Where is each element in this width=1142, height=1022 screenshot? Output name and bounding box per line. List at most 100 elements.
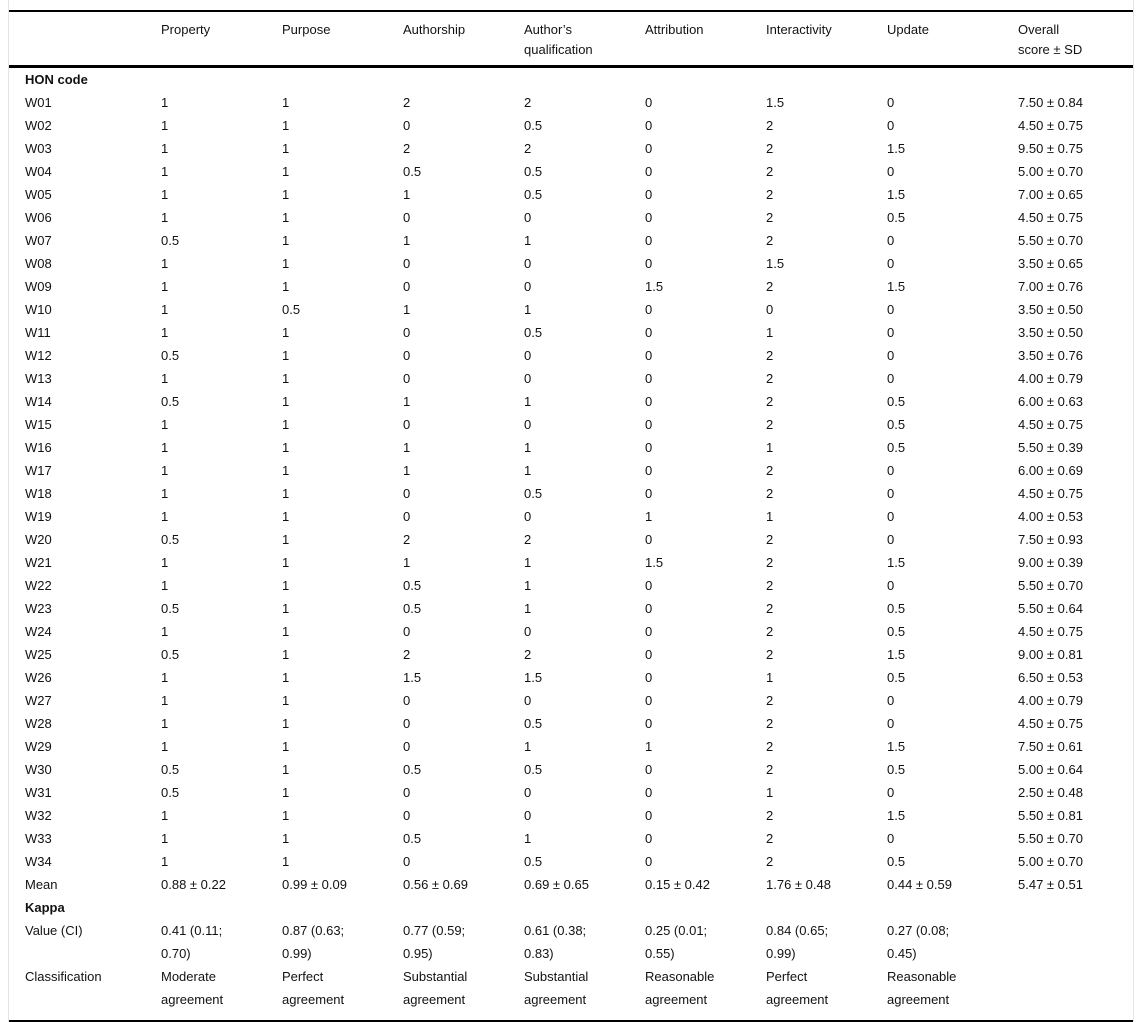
table-cell: 5.50 ± 0.70 [1018,233,1083,248]
table-cell: 1 [282,141,290,156]
row-label: W01 [25,95,52,110]
table-cell: 1 [161,463,169,478]
table-cell: 0 [645,187,653,202]
table-cell: 2 [766,716,774,731]
hon-code-evaluation-table: Property Purpose Authorship Author’s qualif… [9,10,1133,1022]
table-cell: 1 [524,555,532,570]
table-cell: Perfect agreement [282,969,345,1007]
table-cell: 0.5 [887,394,906,409]
table-cell: 1 [524,831,532,846]
table-cell: 1 [524,440,532,455]
table-cell: 1 [282,164,290,179]
table-cell: 0 [887,831,895,846]
table-cell: 1 [282,256,290,271]
table-cell: 0 [524,279,532,294]
table-cell: 1 [161,279,169,294]
table-cell: 1 [282,210,290,225]
table-cell: 2 [766,233,774,248]
table-cell: 1 [161,854,169,869]
table-cell: 1 [282,808,290,823]
table-cell: 0 [645,532,653,547]
table-cell: 2 [766,854,774,869]
row-label: W28 [25,716,52,731]
section-title: Kappa [25,900,65,915]
table-cell: 2 [766,624,774,639]
row-label: W04 [25,164,52,179]
row-label: Mean [25,877,58,892]
table-cell: 0.87 (0.63; 0.99) [282,923,345,961]
table-cell: 0.5 [161,394,180,409]
table-cell: 0.5 [524,762,543,777]
table-cell: 0 [403,739,411,754]
table-cell: 0 [403,256,411,271]
section-header-row: Kappa [9,896,1133,919]
table-cell: 0.5 [524,854,543,869]
table-row: W15 1 1 0 0 0 2 0.5 4.50 ± 0.75 [9,413,1133,436]
table-cell: 1 [282,486,290,501]
table-cell: 0 [524,256,532,271]
table-cell: 0 [887,95,895,110]
table-cell: 0.27 (0.08; 0.45) [887,923,950,961]
table-row: W01 1 1 2 2 0 1.5 0 7.50 ± 0.84 [9,91,1133,114]
table-cell: 0 [887,578,895,593]
table-cell: 0 [645,624,653,639]
table-row: W16 1 1 1 1 0 1 0.5 5.50 ± 0.39 [9,436,1133,459]
table-cell: 0 [645,785,653,800]
table-cell: 1 [403,187,411,202]
row-label: W07 [25,233,52,248]
table-cell: 5.47 ± 0.51 [1018,877,1083,892]
table-cell: 7.50 ± 0.84 [1018,95,1083,110]
table-cell: 1 [161,141,169,156]
table-cell: 2 [403,95,411,110]
table-cell: 1 [282,716,290,731]
table-cell: 5.50 ± 0.39 [1018,440,1083,455]
table-cell: 0 [645,325,653,340]
row-label: W30 [25,762,52,777]
row-label: W25 [25,647,52,662]
table-row: W14 0.5 1 1 1 0 2 0.5 6.00 ± 0.63 [9,390,1133,413]
table-cell: 0 [645,394,653,409]
row-label: W32 [25,808,52,823]
table-row: W05 1 1 1 0.5 0 2 1.5 7.00 ± 0.65 [9,183,1133,206]
table-cell: 0.5 [887,601,906,616]
table-cell: 1 [524,302,532,317]
table-cell: 0 [645,670,653,685]
table-cell: 0 [887,532,895,547]
table-cell: 1 [161,693,169,708]
table-cell: 1.5 [887,647,906,662]
table-cell: 1 [282,762,290,777]
row-label: W21 [25,555,52,570]
table-cell: 7.00 ± 0.65 [1018,187,1083,202]
table-cell: 0.5 [524,716,543,731]
row-label: W10 [25,302,52,317]
section-title: HON code [25,72,88,87]
table-cell: 4.50 ± 0.75 [1018,118,1083,133]
table-cell: 1 [282,371,290,386]
table-cell: 2 [766,279,774,294]
table-cell: 1.5 [766,95,785,110]
table-cell: 0 [403,371,411,386]
table-cell: 2 [766,210,774,225]
table-row: W17 1 1 1 1 0 2 0 6.00 ± 0.69 [9,459,1133,482]
table-cell: 1 [282,647,290,662]
row-label: W31 [25,785,52,800]
table-row: W25 0.5 1 2 2 0 2 1.5 9.00 ± 0.81 [9,643,1133,666]
table-cell: 1 [282,555,290,570]
table-row: W12 0.5 1 0 0 0 2 0 3.50 ± 0.76 [9,344,1133,367]
table-cell: 1 [161,739,169,754]
table-cell: 0.69 ± 0.65 [524,877,589,892]
table-cell: 0 [887,716,895,731]
table-cell: 4.50 ± 0.75 [1018,417,1083,432]
table-row: W21 1 1 1 1 1.5 2 1.5 9.00 ± 0.39 [9,551,1133,574]
table-cell: 0 [403,624,411,639]
table-cell: 9.00 ± 0.81 [1018,647,1083,662]
table-cell: 0.56 ± 0.69 [403,877,468,892]
table-cell: 1 [161,486,169,501]
table-cell: 1 [282,670,290,685]
table-cell: 0 [524,417,532,432]
table-cell: 1 [282,187,290,202]
table-cell: 0 [403,325,411,340]
table-cell: 2 [766,141,774,156]
table-cell: 0.5 [161,348,180,363]
table-row: W10 1 0.5 1 1 0 0 0 3.50 ± 0.50 [9,298,1133,321]
